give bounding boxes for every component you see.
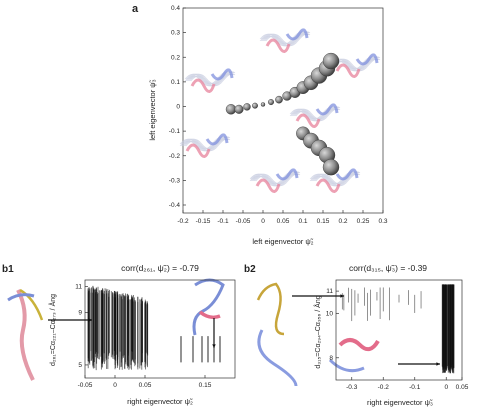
arrow-head [88, 318, 92, 322]
panel-a-data-point [260, 102, 266, 107]
panel-b2-yticks: 11 10 8 [326, 288, 339, 362]
panel-a-ytick-label: 0 [176, 104, 180, 111]
panel-a-xtick-label: 0.25 [357, 218, 370, 225]
panel-a-ytick-label: -0.3 [169, 177, 181, 184]
panel-a-xlabel: left eigenvector ψ̃₂ [252, 237, 313, 246]
panel-a-xtick-label: -0.1 [217, 218, 229, 225]
molecule-ribbon-icon [329, 53, 381, 78]
molecule-ribbon-icon [259, 28, 311, 53]
panel-a-xtick-label: 0.2 [338, 218, 347, 225]
panel-b1-scatter-columns [87, 285, 221, 371]
panel-a-ytick-label: 0.3 [171, 30, 180, 37]
molecule-ribbon-icon [289, 103, 341, 128]
panel-b2-title: corr(d₃₁₅, ψ̃₃) = -0.39 [349, 263, 427, 273]
molecule-ribbon-icon [309, 168, 361, 193]
panel-b1-ytick-label: 5 [78, 362, 82, 369]
panel-b1-ytick-label: 11 [75, 284, 82, 291]
panel-b2-xtick-label: -0.2 [378, 384, 390, 391]
molecule-ribbon-icon [256, 282, 380, 387]
panel-b1-xtick-label: -0.05 [78, 382, 93, 389]
arrow-head [212, 344, 216, 348]
panel-b2-xtick-label: -0.3 [346, 384, 358, 391]
panel-a-xtick-label: -0.15 [196, 218, 211, 225]
molecule-ribbon-icon [249, 168, 301, 193]
panel-a-ytick-label: 0.2 [171, 54, 180, 61]
panel-b1-xtick-label: 0.15 [199, 382, 212, 389]
panel-b1-ylabel: d₂₆₁=Cα₂₂₁–Cα₂₇₃ / Ång [48, 294, 57, 366]
panel-b2-xtick-label: 0 [444, 384, 448, 391]
panel-a-data-point [234, 104, 244, 114]
panel-a-data-point [322, 158, 340, 176]
panel-b1-title: corr(d₂₆₁, ψ̃₂) = -0.79 [121, 263, 199, 273]
panel-a-xtick-label: -0.05 [236, 218, 251, 225]
panel-b2-xticks: -0.3 -0.2 -0.1 0 0.05 [346, 377, 469, 391]
panel-b2-ytick-label: 10 [326, 310, 334, 317]
panel-a-ylabel: left eigenvector ψ̃₃ [148, 79, 157, 140]
panel-a-ytick-label: 0.1 [171, 79, 180, 86]
panel-b1-xtick-label: 0 [113, 382, 117, 389]
panel-a-xtick-label: 0.15 [317, 218, 330, 225]
panel-a-ytick-label: 0.4 [171, 5, 180, 12]
panel-a-data-point [322, 52, 340, 70]
panel-b2-frame [335, 279, 463, 381]
panel-b1-xlabel: right eigenvector ψ̃₂ [127, 397, 193, 406]
panel-b1-frame [84, 279, 236, 379]
panel-b2-xtick-label: -0.1 [409, 384, 421, 391]
panel-a-xticks: -0.2 -0.15 -0.1 -0.05 0 0.05 0.1 0.15 0.2 0.25 0.3 [177, 210, 388, 225]
panel-b1-yticks: 11 9 5 [75, 284, 88, 369]
panel-a-yticks: 0.4 0.3 0.2 0.1 0 -0.1 -0.2 -0.3 -0.4 [169, 5, 186, 209]
molecule-ribbon-icon [179, 133, 231, 158]
panel-b2-xlabel: right eigenvector ψ̃₃ [367, 398, 433, 407]
arrow-head [340, 294, 344, 298]
panel-b1-xticks: -0.05 0 0.05 0.15 [78, 375, 212, 389]
panel-a-xtick-label: -0.2 [177, 218, 189, 225]
panel-b2-label: b2 [244, 264, 256, 275]
panel-a-xtick-label: 0.05 [277, 218, 290, 225]
panel-a-data-point [252, 102, 258, 109]
panel-a-xtick-label: 0.3 [378, 218, 387, 225]
panel-a-data-point [268, 99, 275, 106]
panel-a-scatter-points [225, 52, 340, 176]
panel-b1-ytick-label: 9 [78, 310, 82, 317]
panel-b2-ytick-label: 11 [326, 288, 333, 295]
panel-a-xtick-label: 0 [261, 218, 265, 225]
panel-a-ytick-label: -0.1 [169, 128, 181, 135]
panel-a-data-point [243, 103, 251, 111]
panel-a-ytick-label: -0.2 [169, 153, 181, 160]
panel-a-ytick-label: -0.4 [169, 202, 181, 209]
panel-a-label: a [132, 3, 139, 15]
panel-b1-label: b1 [2, 264, 14, 275]
panel-a-data-point [275, 95, 283, 104]
panel-b2-xtick-label: 0.05 [456, 384, 469, 391]
molecule-ribbon-icon [184, 68, 236, 93]
panel-b2-ytick-label: 8 [329, 355, 333, 362]
molecule-structure-insets [7, 28, 381, 387]
panel-b2-ylabel: d₃₁₅=Cα₂₉₄–Cα₃₅₆ / Ång [313, 295, 322, 368]
annotation-arrows [48, 294, 440, 366]
arrow-head [436, 362, 440, 366]
panel-a-xtick-label: 0.1 [298, 218, 307, 225]
panel-b1-xtick-label: 0.05 [139, 382, 152, 389]
panel-b2-scatter-columns [341, 284, 455, 374]
